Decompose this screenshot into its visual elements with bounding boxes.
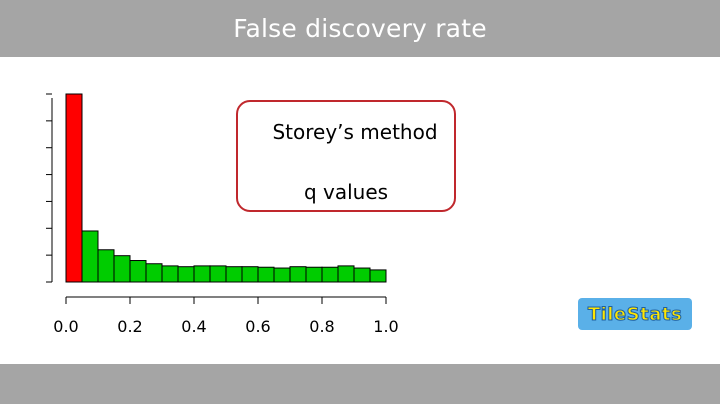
- histogram-bar: [257, 266, 275, 283]
- histogram-bar: [289, 266, 307, 283]
- histogram-bar: [273, 267, 291, 283]
- x-tick-label: 0.8: [309, 317, 334, 336]
- x-tick-label: 0.0: [53, 317, 78, 336]
- histogram-bar: [353, 267, 371, 283]
- histogram-bar: [225, 266, 243, 283]
- method-label-qvalues: q values: [303, 180, 389, 204]
- histogram-bars: [65, 93, 387, 283]
- x-tick-label: 0.6: [245, 317, 270, 336]
- x-tick-label: 0.4: [181, 317, 206, 336]
- method-box: Storey’s method q values: [236, 100, 456, 212]
- x-tick-label: 1.0: [373, 317, 398, 336]
- histogram-bar: [337, 265, 355, 283]
- method-label-storey: Storey’s method: [272, 120, 438, 144]
- histogram-bar: [305, 266, 323, 283]
- histogram-bar: [97, 249, 115, 283]
- logo-text: TileStats: [587, 303, 683, 325]
- slide-title: False discovery rate: [233, 14, 487, 43]
- x-tick-label: 0.2: [117, 317, 142, 336]
- histogram-bar: [321, 266, 339, 283]
- histogram-bar: [177, 266, 195, 283]
- histogram-bar: [161, 265, 179, 283]
- y-axis-ticks: [46, 93, 52, 283]
- footer-bar: [0, 364, 720, 404]
- histogram-bar: [65, 93, 83, 283]
- histogram-bar: [113, 255, 131, 283]
- histogram-bar: [145, 263, 163, 283]
- histogram-bar: [193, 265, 211, 283]
- title-bar: False discovery rate: [0, 0, 720, 57]
- histogram-bar: [369, 269, 387, 283]
- histogram-bar: [81, 230, 99, 283]
- tilestats-logo: TileStats: [578, 298, 692, 330]
- histogram-bar: [241, 266, 259, 283]
- x-axis-ticks: 0.0 0.2 0.4 0.6 0.8 1.0: [53, 297, 399, 336]
- histogram-bar: [209, 265, 227, 283]
- histogram-bar: [129, 260, 147, 283]
